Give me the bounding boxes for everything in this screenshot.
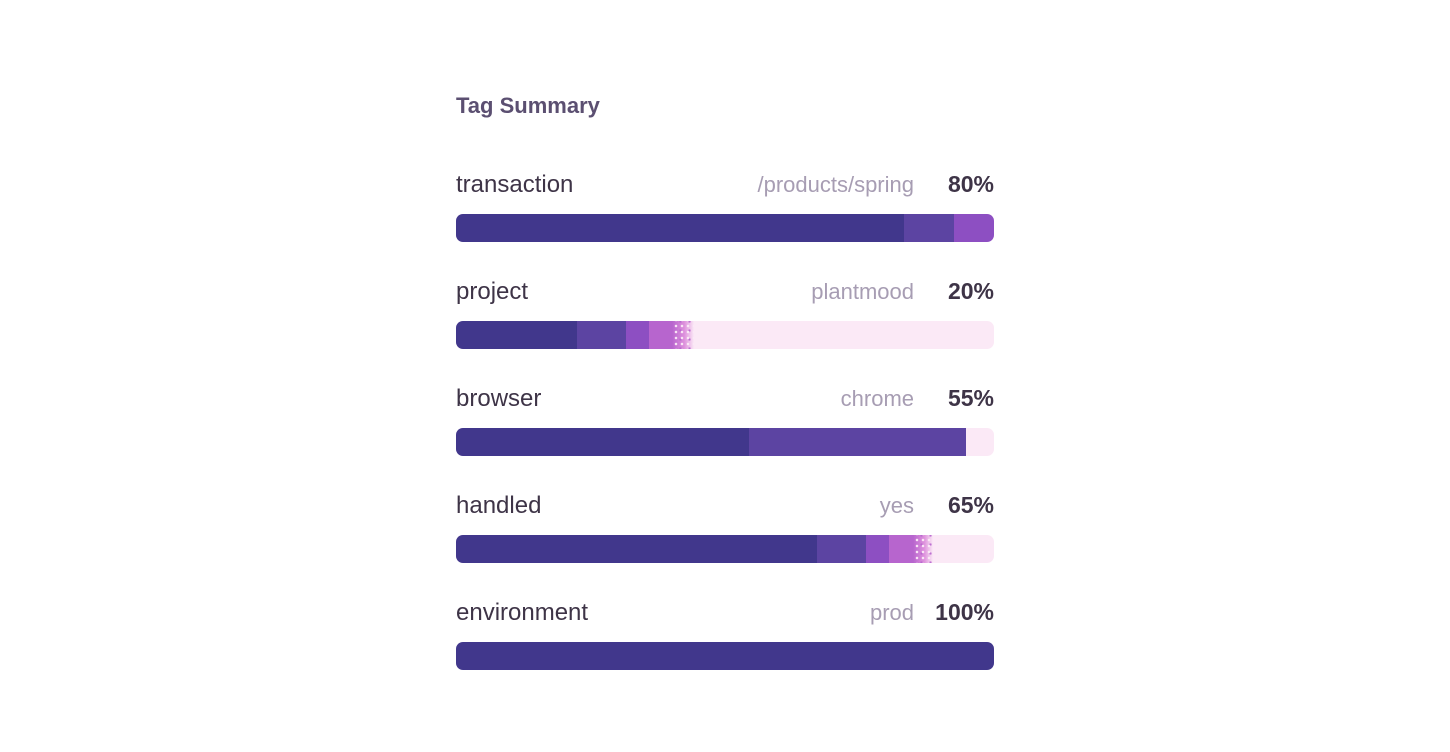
tag-top-value: yes xyxy=(879,493,914,518)
tag-top-value: chrome xyxy=(840,386,914,411)
tag-distribution-bar xyxy=(456,428,994,456)
bar-segment-medium xyxy=(577,321,626,349)
bar-segment-fade xyxy=(672,321,695,349)
tag-top-value: /products/spring xyxy=(757,172,914,197)
bar-segment-dark xyxy=(456,321,578,349)
tag-row-header: environment prod 100% xyxy=(456,597,994,628)
tag-name: handled xyxy=(456,492,542,519)
bar-segment-violet xyxy=(626,321,650,349)
tag-top-percent: 65% xyxy=(947,492,994,518)
bar-segment-dark xyxy=(456,642,994,670)
tag-row: handled yes 65% xyxy=(456,490,994,563)
tag-name: browser xyxy=(456,385,542,412)
tag-name: project xyxy=(456,278,529,305)
tag-row: transaction /products/spring 80% xyxy=(456,169,994,242)
bar-segment-violet xyxy=(954,214,994,242)
tag-top-percent: 55% xyxy=(947,385,994,411)
tag-row: environment prod 100% xyxy=(456,597,994,670)
tag-distribution-bar xyxy=(456,214,994,242)
tag-rows: transaction /products/spring 80% project… xyxy=(456,169,994,670)
bar-segment-magenta xyxy=(889,535,914,563)
bar-segment-violet xyxy=(865,535,890,563)
tag-top-value: prod xyxy=(869,600,914,625)
tag-distribution-bar xyxy=(456,321,994,349)
tag-distribution-bar xyxy=(456,535,994,563)
panel-title: Tag Summary xyxy=(456,93,600,118)
tag-name: environment xyxy=(456,599,589,626)
tag-top-percent: 20% xyxy=(947,278,994,304)
tag-summary-panel: Tag Summary transaction /products/spring… xyxy=(456,0,994,670)
bar-segment-magenta xyxy=(649,321,673,349)
bar-segment-medium xyxy=(749,428,967,456)
bar-segment-medium xyxy=(816,535,866,563)
bar-segment-dark xyxy=(456,214,905,242)
bar-segment-fade xyxy=(913,535,934,563)
tag-name: transaction xyxy=(456,171,574,198)
tag-row-header: project plantmood 20% xyxy=(456,276,994,307)
bar-segment-medium xyxy=(904,214,955,242)
tag-row-header: handled yes 65% xyxy=(456,490,994,521)
tag-row: project plantmood 20% xyxy=(456,276,994,349)
tag-top-percent: 100% xyxy=(935,599,994,625)
tag-top-percent: 80% xyxy=(947,171,994,197)
bar-segment-dark xyxy=(456,535,817,563)
tag-row-header: browser chrome 55% xyxy=(456,383,994,414)
tag-distribution-bar xyxy=(456,642,994,670)
bar-segment-dark xyxy=(456,428,750,456)
tag-row-header: transaction /products/spring 80% xyxy=(456,169,994,200)
tag-top-value: plantmood xyxy=(811,279,914,304)
tag-row: browser chrome 55% xyxy=(456,383,994,456)
